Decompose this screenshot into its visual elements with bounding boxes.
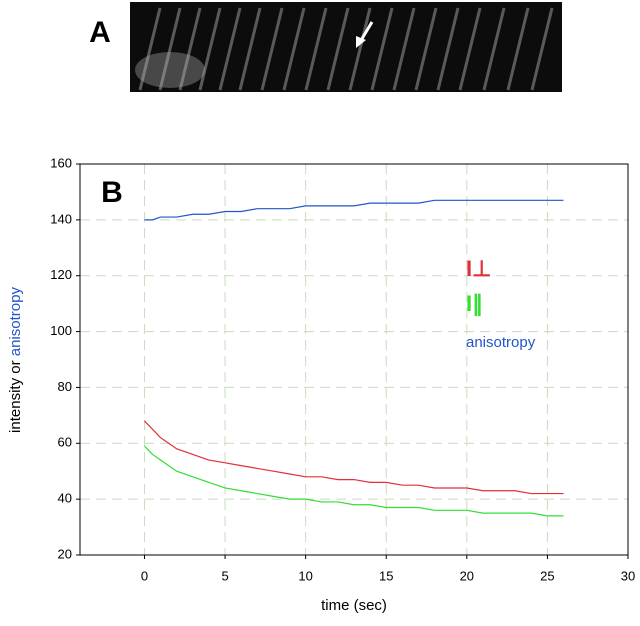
micrograph bbox=[130, 2, 562, 92]
data-line bbox=[144, 420, 564, 495]
y-axis-label: intensity or anisotropy bbox=[7, 287, 24, 433]
data-line bbox=[144, 199, 564, 221]
data-line bbox=[144, 445, 564, 517]
x-tick-label: 5 bbox=[221, 568, 228, 583]
y-tick-label: 120 bbox=[50, 267, 72, 282]
y-tick-label: 80 bbox=[58, 379, 72, 394]
legend-entry: I⊥ bbox=[466, 256, 491, 281]
x-axis-label: time (sec) bbox=[321, 597, 387, 614]
plot-frame bbox=[79, 163, 629, 556]
y-tick-label: 140 bbox=[50, 211, 72, 226]
y-tick-label: 60 bbox=[58, 435, 72, 450]
x-tick-label: 10 bbox=[298, 568, 312, 583]
panel-label: B bbox=[101, 176, 123, 209]
y-axis-label-part: anisotropy bbox=[7, 287, 24, 357]
x-tick-label: 15 bbox=[379, 568, 393, 583]
y-tick-label: 20 bbox=[58, 546, 72, 561]
legend-entry: anisotropy bbox=[466, 334, 536, 351]
x-tick-label: 30 bbox=[621, 568, 635, 583]
x-tick-label: 25 bbox=[540, 568, 554, 583]
panel-label: A bbox=[89, 16, 111, 49]
y-axis-label-part: intensity or bbox=[7, 356, 24, 433]
y-tick-label: 160 bbox=[50, 155, 72, 170]
y-tick-label: 100 bbox=[50, 323, 72, 338]
x-tick-label: 20 bbox=[460, 568, 474, 583]
y-tick-label: 40 bbox=[58, 491, 72, 506]
legend-entry: I∥ bbox=[466, 291, 483, 317]
x-tick-label: 0 bbox=[141, 568, 148, 583]
